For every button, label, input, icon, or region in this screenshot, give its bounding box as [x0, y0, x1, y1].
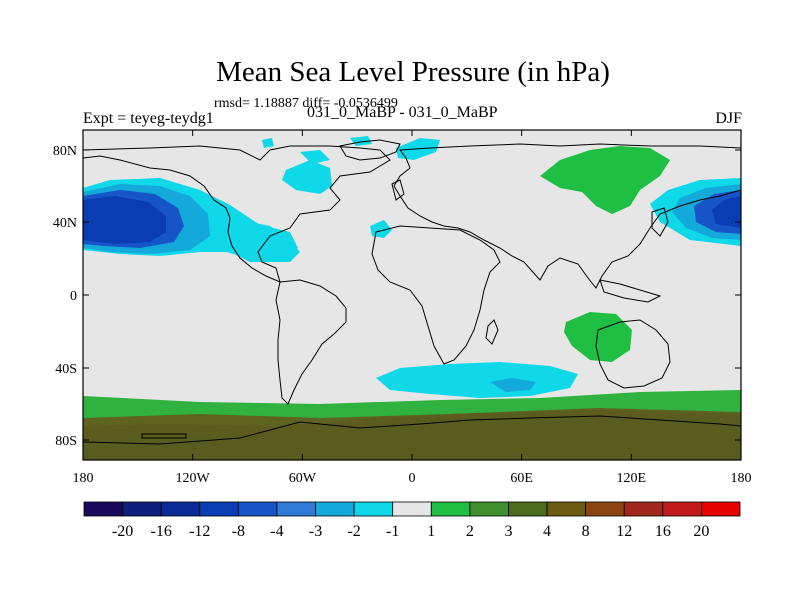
lon-label: 180	[73, 471, 94, 486]
colorbar-swatch	[353, 501, 394, 517]
colorbar-label: 3	[504, 523, 512, 540]
southern-band-green	[83, 390, 741, 418]
siberia-high	[540, 146, 670, 214]
sindian-high	[564, 312, 632, 362]
experiment-label: Expt = teyeg-teydg1	[83, 110, 214, 127]
africa-coast	[371, 225, 501, 365]
southern-band-brown-overlay	[83, 410, 741, 460]
chart-title: Mean Sea Level Pressure (in hPa)	[216, 56, 610, 88]
madagascar-coast	[485, 319, 499, 345]
eurasia-coast	[393, 143, 741, 289]
lon-label: 180	[731, 471, 752, 486]
japan-coast	[651, 207, 669, 237]
greenland-coast	[339, 139, 401, 161]
north-america-coast	[83, 145, 391, 283]
lat-label: 80N	[53, 144, 77, 159]
map-panel	[83, 130, 741, 460]
colorbar-label: -20	[112, 523, 133, 540]
lat-label: 40N	[53, 216, 77, 231]
colorbar-label: 2	[466, 523, 474, 540]
uk-coast	[391, 179, 405, 201]
colorbar-label: 12	[616, 523, 632, 540]
antarctica-coast	[83, 415, 741, 445]
natlantic-blob-2	[300, 150, 330, 164]
colorbar-swatch	[122, 501, 162, 517]
natlantic-blob-1	[282, 160, 332, 194]
south-america-coast	[275, 279, 347, 405]
colorbar-label: 4	[543, 523, 551, 540]
colorbar-label: -1	[386, 523, 399, 540]
stats-label: rmsd= 1.18887 diff= -0.0536499	[214, 96, 398, 111]
colorbar-swatch	[160, 501, 201, 517]
colorbar-swatch	[237, 501, 278, 517]
colorbar-swatch	[276, 501, 316, 517]
lat-label: 0	[70, 289, 77, 304]
colorbar-swatch	[508, 501, 548, 517]
lon-label: 0	[409, 471, 416, 486]
colorbar-label: 1	[427, 523, 435, 540]
colorbar-label: 16	[655, 523, 671, 540]
colorbar-swatch	[662, 501, 702, 517]
colorbar-label: -4	[270, 523, 283, 540]
npacific-low-4	[83, 196, 166, 244]
colorbar-swatch	[199, 501, 239, 517]
colorbar-label: 20	[693, 523, 709, 540]
coastlines	[83, 139, 741, 445]
colorbar-swatch	[392, 501, 432, 517]
colorbar-swatch	[430, 501, 471, 517]
colorbar-label: -8	[232, 523, 245, 540]
colorbar-swatch	[83, 501, 123, 517]
colorbar-swatch	[623, 501, 664, 517]
lat-label: 40S	[55, 362, 77, 377]
colorbar-swatch	[585, 501, 625, 517]
npacific-low-right-4	[712, 196, 741, 228]
lon-label: 60W	[289, 471, 317, 486]
arctic-blob-3	[262, 138, 274, 148]
colorbar-label: -16	[151, 523, 172, 540]
satlantic-low-2	[490, 378, 536, 392]
lon-label: 60E	[510, 471, 533, 486]
natlantic-blob-3	[210, 220, 300, 262]
colorbar-swatch	[701, 501, 741, 517]
se-asia-islands	[599, 279, 662, 303]
colorbar-label: 8	[582, 523, 590, 540]
colorbar-label: -12	[189, 523, 210, 540]
period-label: 031_0_MaBP - 031_0_MaBP	[307, 104, 498, 121]
lat-label: 80S	[55, 434, 77, 449]
antarctica-bar	[141, 433, 187, 439]
lon-label: 120W	[176, 471, 211, 486]
colorbar-label: -3	[309, 523, 322, 540]
lon-label: 120E	[617, 471, 647, 486]
arctic-blob-2	[350, 136, 372, 146]
colorbar-label: -2	[347, 523, 360, 540]
australia-coast	[595, 319, 671, 389]
season-label: DJF	[715, 110, 742, 127]
colorbar-swatch	[315, 501, 355, 517]
colorbar-swatch	[469, 501, 509, 517]
colorbar-swatch	[546, 501, 587, 517]
